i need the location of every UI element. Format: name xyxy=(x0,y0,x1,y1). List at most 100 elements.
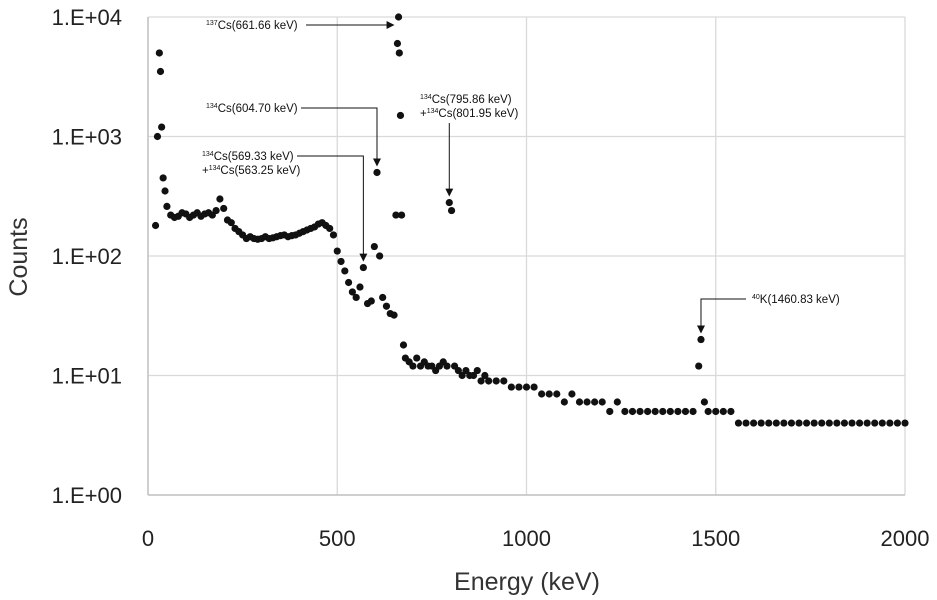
data-point xyxy=(613,398,621,406)
data-point xyxy=(636,407,644,416)
data-point xyxy=(333,247,341,255)
data-point xyxy=(522,383,531,391)
data-point xyxy=(153,132,162,141)
data-point xyxy=(742,419,750,427)
data-point xyxy=(397,211,406,219)
annotation-label-line2: +134Cs(563.25 keV) xyxy=(202,165,300,177)
data-point xyxy=(356,283,364,291)
data-point xyxy=(651,407,659,416)
peak-annotation: 137Cs(661.66 keV) xyxy=(206,20,395,32)
data-point xyxy=(326,224,334,233)
data-point xyxy=(392,211,400,219)
data-point xyxy=(216,195,224,203)
data-point xyxy=(155,49,163,57)
data-point xyxy=(469,371,478,380)
data-point xyxy=(485,377,493,385)
data-point xyxy=(458,371,466,380)
data-point xyxy=(409,362,417,370)
data-point xyxy=(606,407,614,416)
data-point xyxy=(447,206,456,215)
data-point xyxy=(158,123,166,131)
data-point xyxy=(413,354,421,362)
data-point xyxy=(507,383,515,391)
data-point xyxy=(329,231,338,239)
data-point xyxy=(666,407,674,416)
data-point xyxy=(560,398,568,406)
data-point xyxy=(901,419,909,427)
data-points xyxy=(151,13,909,427)
y-tick-label: 1.E+00 xyxy=(52,483,122,508)
annotation-arrow xyxy=(301,107,381,167)
data-point xyxy=(379,293,387,302)
data-point xyxy=(545,390,553,398)
data-point xyxy=(863,419,871,427)
data-point xyxy=(810,419,818,427)
data-point xyxy=(159,174,167,182)
x-tick-label: 2000 xyxy=(881,526,930,551)
data-point xyxy=(373,168,381,177)
y-tick-label: 1.E+04 xyxy=(52,5,122,30)
annotation-label-line2: +134Cs(801.95 keV) xyxy=(420,108,518,120)
data-point xyxy=(477,377,485,385)
data-point xyxy=(795,419,803,427)
data-point xyxy=(712,407,720,416)
data-point xyxy=(734,419,743,427)
data-point xyxy=(878,419,886,427)
data-point xyxy=(530,383,538,391)
data-point xyxy=(674,407,682,416)
data-point xyxy=(492,377,500,385)
annotations: 137Cs(661.66 keV) 134Cs(604.70 keV) 134Cs(… xyxy=(202,20,840,334)
data-point xyxy=(598,398,606,406)
data-point xyxy=(757,419,765,427)
x-tick-label: 500 xyxy=(319,526,356,551)
data-point xyxy=(772,419,780,427)
x-tick-label: 1500 xyxy=(691,526,740,551)
data-point xyxy=(500,377,508,385)
peak-annotation: 134Cs(795.86 keV) +134Cs(801.95 keV) xyxy=(420,94,518,197)
peak-annotation: 134Cs(604.70 keV) xyxy=(206,103,381,167)
data-point xyxy=(621,407,629,416)
data-point xyxy=(886,419,894,427)
data-point xyxy=(700,398,708,406)
data-point xyxy=(695,362,703,370)
data-point xyxy=(553,390,561,398)
data-point xyxy=(481,371,489,380)
data-point xyxy=(689,407,697,416)
data-point xyxy=(367,297,375,305)
data-point xyxy=(341,267,349,275)
data-point xyxy=(161,187,169,195)
data-point xyxy=(681,407,690,416)
data-point xyxy=(212,206,220,215)
data-point xyxy=(394,13,403,21)
data-point xyxy=(780,419,788,427)
x-axis-title: Energy (keV) xyxy=(454,568,600,596)
grid-layer xyxy=(148,16,906,495)
data-point xyxy=(659,407,667,416)
data-point xyxy=(345,278,353,287)
data-point xyxy=(370,242,378,251)
annotation-label: 137Cs(661.66 keV) xyxy=(206,20,298,32)
axes-layer xyxy=(147,17,905,496)
y-tick-label: 1.E+01 xyxy=(52,364,122,389)
y-axis-title: Counts xyxy=(5,217,33,296)
data-point xyxy=(352,293,360,302)
data-point xyxy=(376,252,384,260)
data-point xyxy=(348,288,356,296)
data-point xyxy=(644,407,652,416)
data-point xyxy=(382,302,391,310)
data-point xyxy=(750,419,758,427)
data-point xyxy=(462,366,470,375)
data-point xyxy=(765,419,773,427)
y-tick-label: 1.E+02 xyxy=(52,244,122,269)
annotation-label: 134Cs(604.70 keV) xyxy=(206,103,298,115)
data-point xyxy=(359,263,367,272)
data-point xyxy=(396,111,405,120)
peak-annotation: 134Cs(569.33 keV) +134Cs(563.25 keV) xyxy=(202,151,368,262)
peak-annotation: 40K(1460.83 keV) xyxy=(696,294,840,334)
data-point xyxy=(719,407,727,416)
annotation-arrow xyxy=(696,298,746,334)
data-point xyxy=(568,390,576,398)
data-point xyxy=(840,419,849,427)
data-point xyxy=(848,419,856,427)
